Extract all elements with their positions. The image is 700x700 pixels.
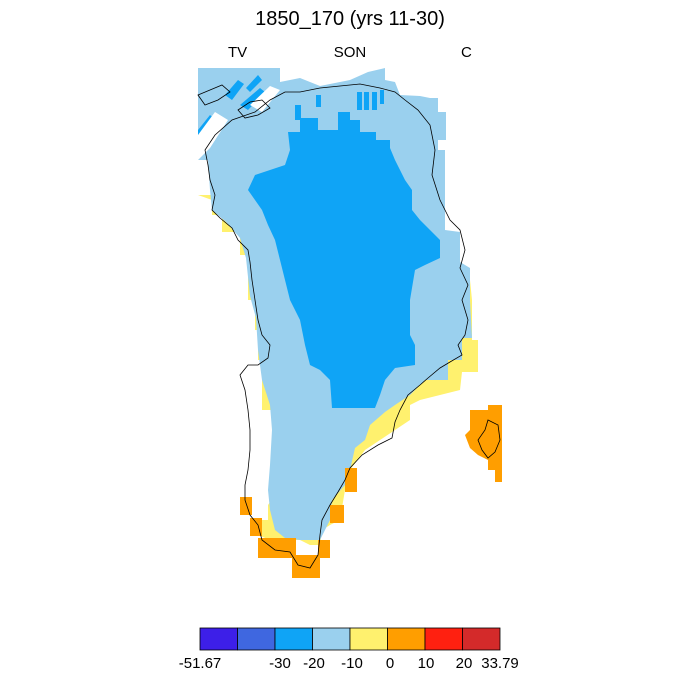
colorbar-swatch bbox=[349, 627, 388, 651]
colorbar-swatch bbox=[387, 627, 426, 651]
colorbar-swatch bbox=[199, 627, 238, 651]
colorbar-tick-label: -10 bbox=[341, 655, 363, 672]
coastline bbox=[197, 83, 501, 569]
colorbar-tick-label: -51.67 bbox=[178, 655, 222, 672]
colorbar-swatch bbox=[424, 627, 463, 651]
map-title: 1850_170 (yrs 11-30) bbox=[255, 8, 445, 30]
label-center: SON bbox=[333, 44, 367, 61]
region-gaps bbox=[198, 86, 280, 160]
colorbar-tick-label: 10 bbox=[417, 655, 435, 672]
colorbar-swatch bbox=[274, 627, 313, 651]
label-left: TV bbox=[228, 44, 248, 61]
colorbar-swatch bbox=[237, 627, 276, 651]
colorbar-tick-label: -20 bbox=[303, 655, 325, 672]
label-right: C bbox=[461, 44, 472, 61]
colorbar-tick-label: 0 bbox=[385, 655, 395, 672]
colorbar-tick-label: -30 bbox=[269, 655, 291, 672]
colorbar-tick-label: 33.79 bbox=[481, 655, 519, 672]
region-dark-blue bbox=[248, 112, 440, 408]
colorbar-tick-label: 20 bbox=[455, 655, 473, 672]
region-orange bbox=[240, 405, 502, 578]
colorbar-swatch bbox=[312, 627, 351, 651]
colorbar-swatch bbox=[462, 627, 501, 651]
